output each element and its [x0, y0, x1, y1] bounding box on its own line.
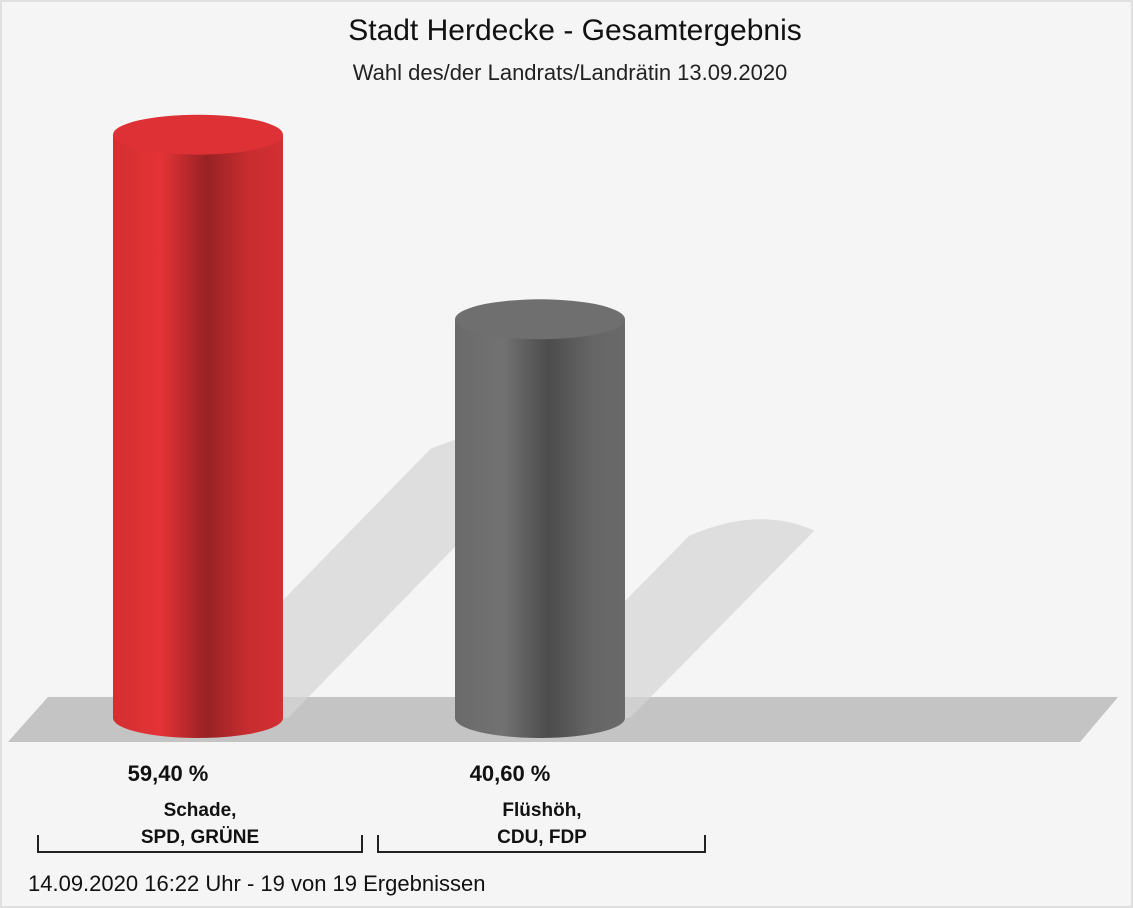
bar-top — [455, 299, 625, 340]
category-bracket — [377, 835, 706, 853]
value-label: 59,40 % — [127, 761, 209, 786]
bar-top — [113, 114, 283, 155]
category-bracket — [37, 835, 363, 853]
chart-title: Stadt Herdecke - Gesamtergebnis — [348, 14, 802, 47]
chart-subtitle: Wahl des/der Landrats/Landrätin 13.09.20… — [353, 60, 788, 85]
bar — [455, 319, 625, 738]
footnote: 14.09.2020 16:22 Uhr - 19 von 19 Ergebni… — [28, 871, 485, 896]
bar — [113, 134, 283, 738]
value-label: 40,60 % — [469, 761, 551, 786]
x-tick-label: Flüshöh, CDU, FDP — [497, 800, 587, 848]
x-tick-label: Schade, SPD, GRÜNE — [140, 800, 260, 848]
